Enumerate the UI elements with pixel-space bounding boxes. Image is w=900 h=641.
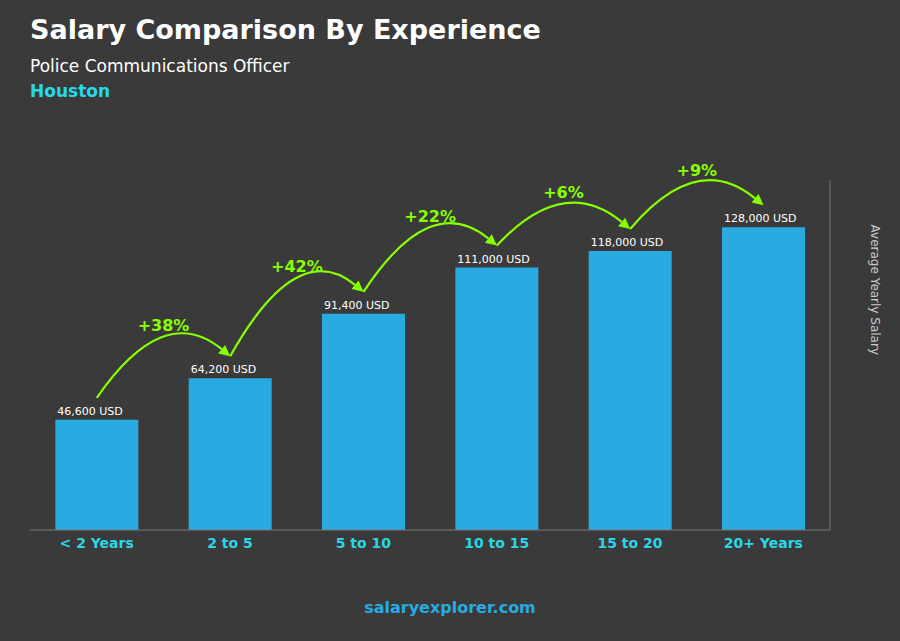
svg-text:118,000 USD: 118,000 USD [591,236,664,249]
html-text:Salary Comparison By Experienc: Salary Comparison By Experience [30,14,541,45]
svg-text:128,000 USD: 128,000 USD [724,212,797,225]
svg-text:64,200 USD: 64,200 USD [191,363,257,376]
svg-text:111,000 USD: 111,000 USD [457,253,530,266]
html-text:Police Communications Officer: Police Communications Officer [30,56,290,76]
svg-text:46,600 USD: 46,600 USD [57,405,123,418]
svg-text:< 2 Years: < 2 Years [60,535,134,551]
svg-text:91,400 USD: 91,400 USD [324,299,390,312]
svg-text:+38%: +38% [138,316,190,335]
html-text:Houston: Houston [30,81,110,101]
svg-text:15 to 20: 15 to 20 [597,535,662,551]
svg-text:+22%: +22% [404,207,456,226]
svg-text:10 to 15: 10 to 15 [464,535,529,551]
html-text:salaryexplorer.com: salaryexplorer.com [364,598,536,617]
svg-text:20+ Years: 20+ Years [724,535,803,551]
svg-text:2 to 5: 2 to 5 [207,535,253,551]
svg-text:5 to 10: 5 to 10 [336,535,392,551]
svg-text:+42%: +42% [271,257,323,276]
svg-text:+6%: +6% [543,183,584,202]
svg-text:Average Yearly Salary: Average Yearly Salary [868,225,882,355]
svg-text:+9%: +9% [677,161,718,180]
